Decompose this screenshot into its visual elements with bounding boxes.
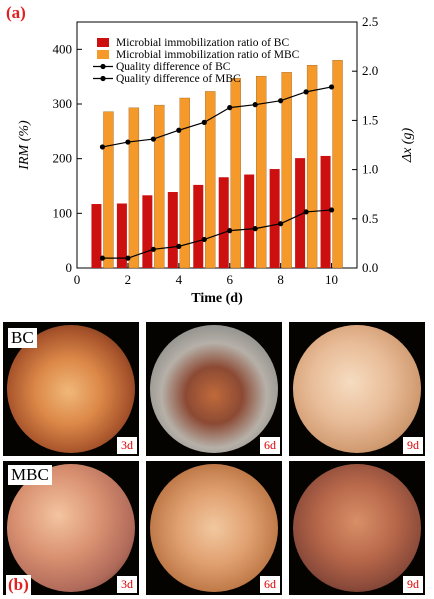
y-tick-label: 400 (53, 41, 73, 56)
y-tick-label: 200 (53, 151, 73, 166)
x-tick-label: 0 (74, 272, 81, 287)
bar-mbc-day-2 (128, 107, 140, 269)
legend-swatch (97, 50, 109, 59)
legend-label: Microbial immobilization ratio of BC (116, 37, 289, 49)
bar-mbc-day-8 (281, 72, 292, 269)
x-tick-label: 4 (176, 272, 183, 287)
point-mbc-day-5 (201, 236, 207, 243)
point-bc-day-10 (328, 84, 335, 90)
point-bc-day-9 (303, 89, 309, 95)
line-bc-quality (102, 86, 332, 148)
point-bc-day-1 (99, 144, 106, 150)
micrograph-mbc-6d: 6d (146, 461, 282, 595)
y2-tick-label: 1.0 (362, 162, 378, 177)
day-label: 9d (403, 437, 423, 454)
y2-tick-label: 1.5 (362, 112, 378, 127)
legend-label: Quality difference of MBC (116, 73, 241, 85)
micrograph-bc-6d: 6d (146, 322, 282, 456)
bar-mbc-day-7 (256, 75, 267, 269)
point-bc-day-8 (278, 98, 284, 104)
bar-bc-day-5 (193, 184, 204, 268)
point-mbc-day-4 (176, 243, 182, 249)
point-bc-day-7 (252, 102, 258, 108)
bar-mbc-day-9 (306, 65, 318, 269)
legend-label: Microbial immobilization ratio of MBC (116, 49, 300, 61)
point-bc-day-6 (227, 105, 233, 111)
y-axis-label: IRM (%) (17, 120, 32, 171)
point-mbc-day-1 (99, 255, 106, 261)
panel-b-label: (b) (6, 575, 31, 595)
row-label-bc: BC (8, 328, 37, 348)
bar-bc-day-1 (91, 204, 102, 268)
micrograph-mbc-9d: 9d (289, 461, 425, 595)
point-mbc-day-9 (303, 209, 309, 215)
x-tick-label: 8 (277, 272, 284, 287)
point-mbc-day-7 (252, 226, 258, 232)
point-bc-day-3 (150, 136, 156, 142)
x-axis-label: Time (d) (191, 291, 243, 306)
y-tick-label: 100 (53, 205, 73, 220)
x-tick-label: 10 (325, 272, 338, 287)
y2-axis-label: Δx (g) (400, 128, 415, 164)
micrograph-mbc-3d: 3d (3, 461, 139, 595)
bar-mbc-day-4 (179, 97, 190, 269)
point-mbc-day-8 (278, 221, 284, 227)
plot-frame (76, 21, 358, 269)
y2-tick-label: 0.0 (362, 260, 378, 275)
point-mbc-day-2 (125, 255, 131, 261)
y2-tick-label: 2.0 (362, 63, 378, 78)
row-label-mbc: MBC (8, 465, 52, 485)
bar-bc-day-6 (218, 177, 229, 268)
bar-bc-day-3 (142, 195, 153, 268)
point-bc-day-5 (201, 119, 207, 125)
chart: 0 2 4 6 8 1001002003004000.00.51.01.52.02.5Ti… (17, 14, 415, 306)
day-label: 3d (117, 437, 137, 454)
x-tick-label: 2 (125, 272, 132, 287)
day-label: 9d (403, 576, 423, 593)
micrograph-bc-9d: 9d (289, 322, 425, 456)
bar-mbc-day-5 (205, 91, 216, 269)
panel-a-label: (a) (6, 3, 26, 22)
bar-mbc-day-10 (332, 60, 343, 269)
legend-marker (100, 63, 106, 70)
day-label: 6d (260, 576, 280, 593)
y-tick-label: 300 (53, 96, 73, 111)
bar-bc-day-2 (116, 203, 127, 268)
bar-bc-day-4 (167, 192, 178, 268)
line-mbc-quality (102, 209, 332, 259)
y2-tick-label: 0.5 (362, 211, 378, 226)
legend-marker (100, 75, 106, 82)
bar-bc-day-10 (320, 155, 331, 268)
y2-tick-label: 2.5 (362, 14, 378, 29)
bar-bc-day-9 (295, 158, 306, 268)
point-bc-day-4 (176, 127, 182, 133)
y-tick-label: 0 (66, 260, 73, 275)
point-bc-day-2 (125, 139, 131, 145)
point-mbc-day-6 (227, 228, 233, 234)
legend-swatch (97, 38, 109, 47)
point-mbc-day-10 (328, 207, 335, 213)
bar-bc-day-7 (244, 174, 255, 268)
bar-mbc-day-6 (230, 78, 241, 269)
bar-mbc-day-1 (103, 111, 114, 269)
point-mbc-day-3 (150, 246, 156, 252)
day-label: 3d (117, 576, 137, 593)
legend-label: Quality difference of BC (116, 61, 231, 73)
x-tick-label: 6 (226, 272, 233, 287)
bar-mbc-day-3 (154, 104, 165, 269)
day-label: 6d (260, 437, 280, 454)
bar-bc-day-8 (269, 169, 280, 268)
